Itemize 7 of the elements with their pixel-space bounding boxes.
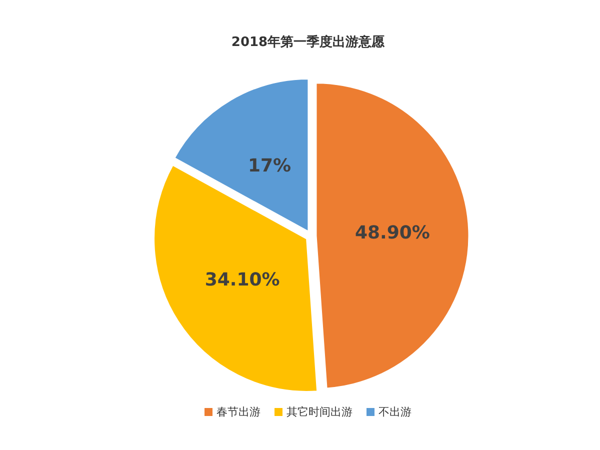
- data-label: 48.90%: [354, 222, 430, 244]
- data-label: 34.10%: [204, 269, 280, 290]
- legend-label: 不出游: [378, 406, 412, 418]
- legend-label: 春节出游: [216, 406, 260, 418]
- data-label: 17%: [248, 155, 292, 176]
- legend-label: 其它时间出游: [286, 406, 352, 418]
- chart-title: 2018年第一季度出游意愿: [231, 34, 386, 50]
